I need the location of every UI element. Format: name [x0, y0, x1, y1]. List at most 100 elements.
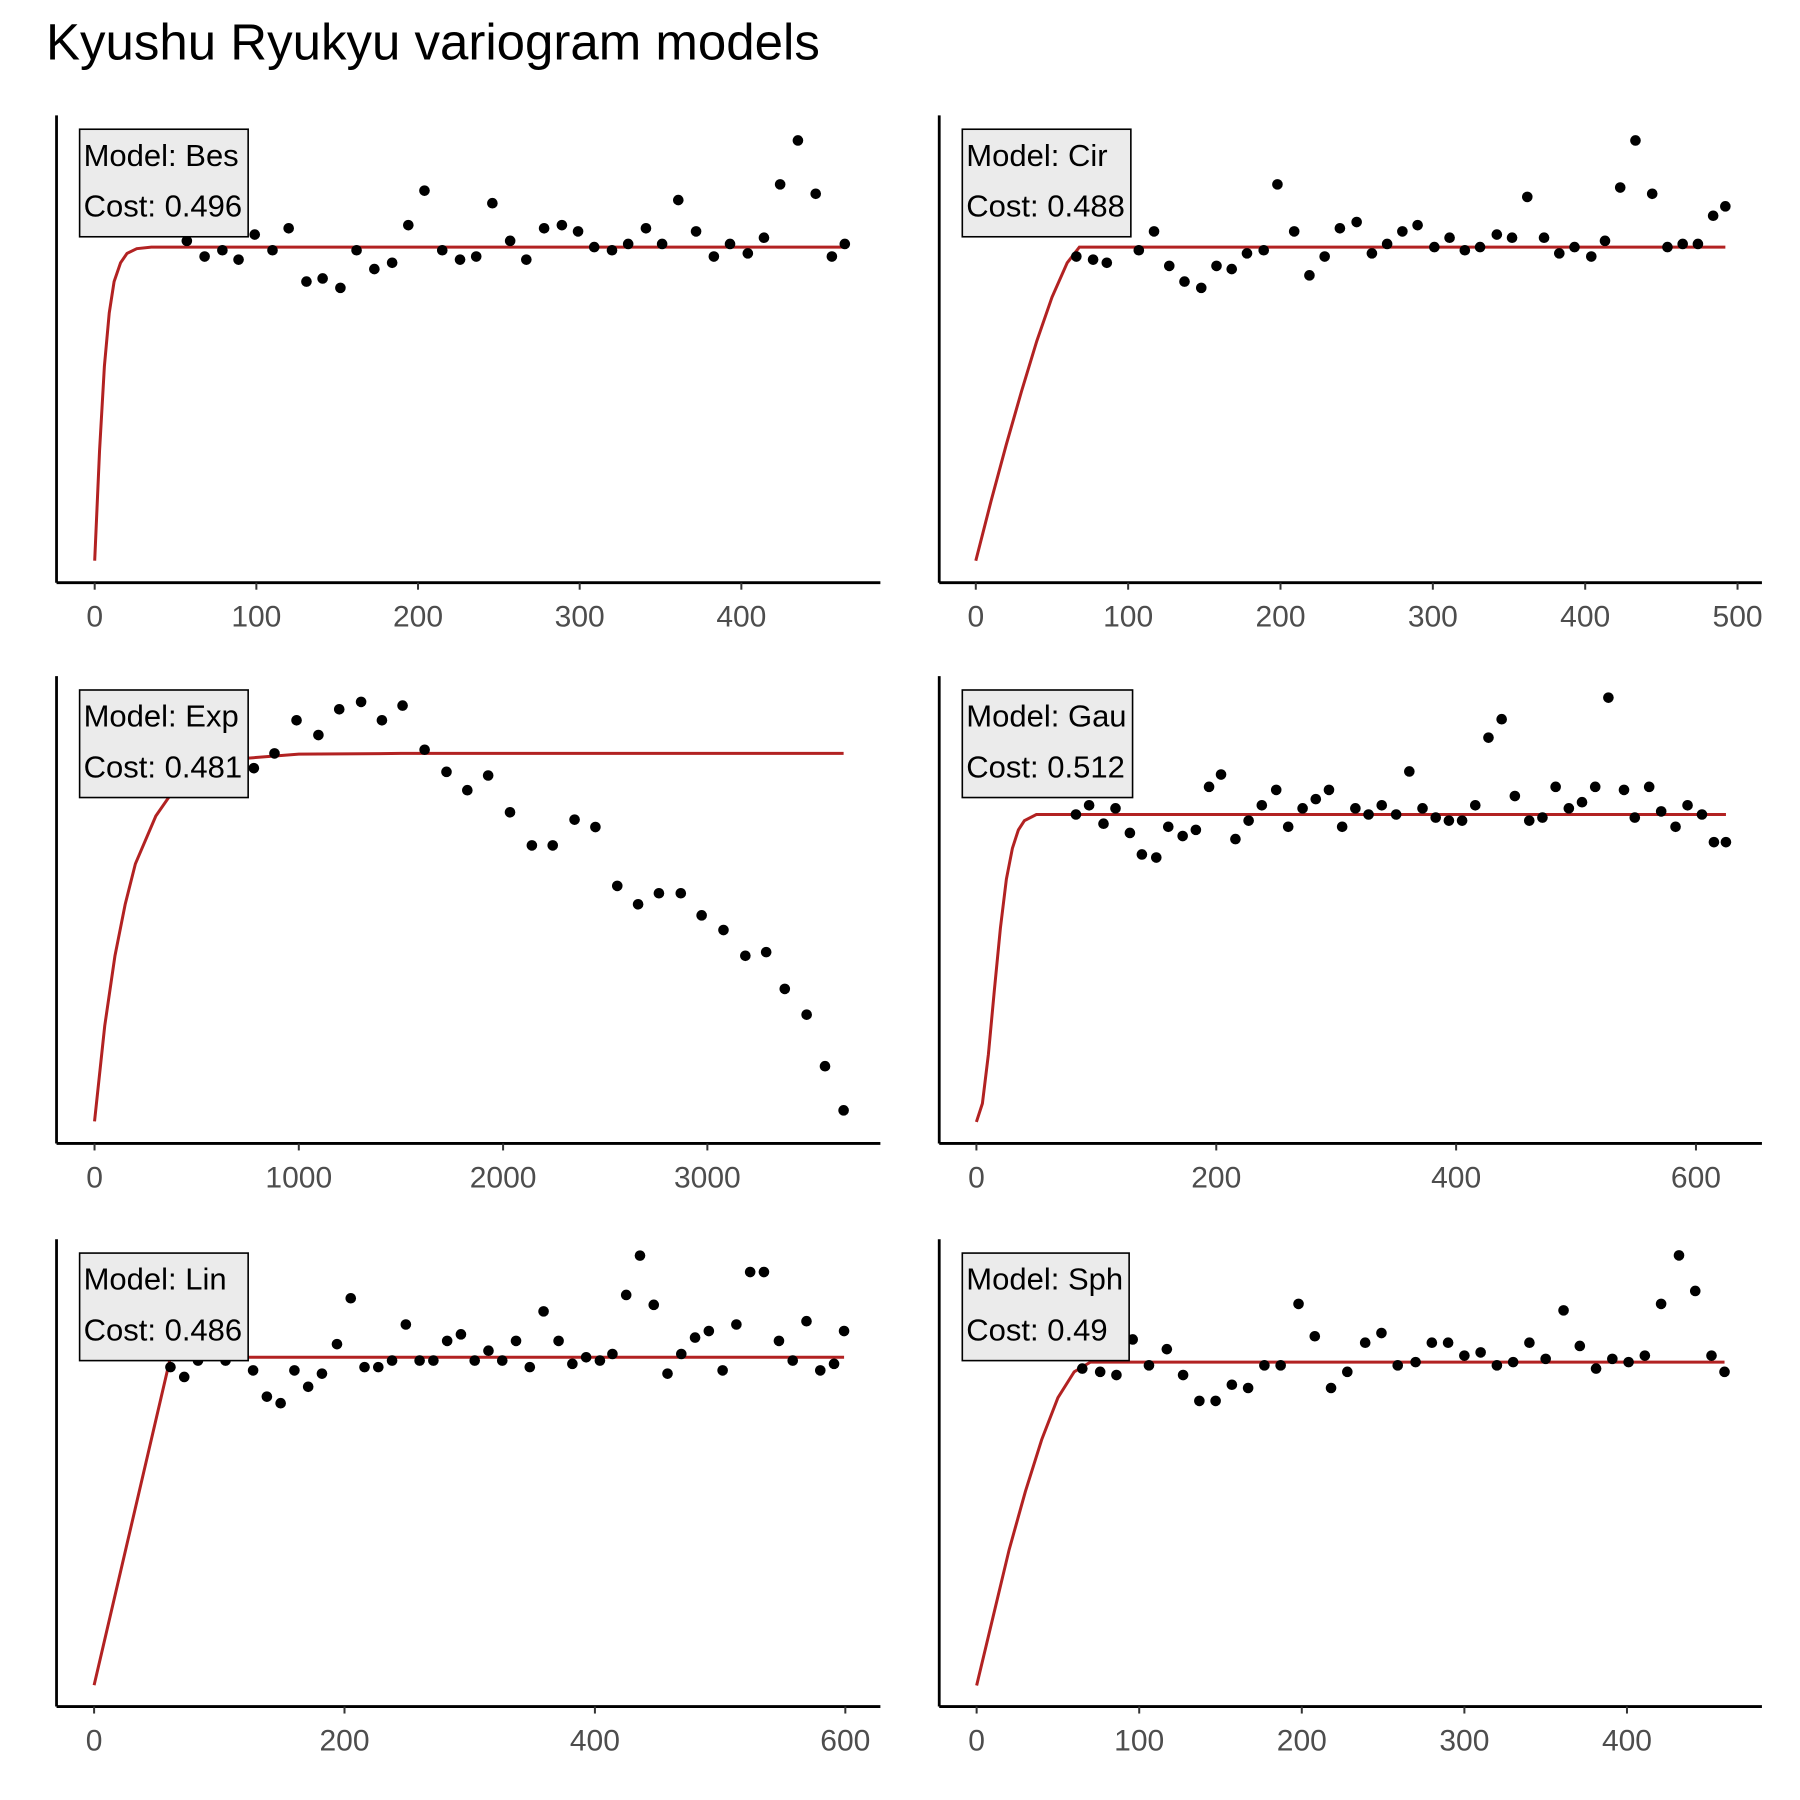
data-point: [397, 700, 408, 711]
annotation-box: [78, 128, 249, 238]
data-point: [1662, 241, 1673, 253]
data-point: [504, 806, 516, 818]
data-point: [717, 1365, 728, 1376]
annotation-box: [78, 689, 249, 799]
data-point: [718, 924, 729, 936]
data-point: [569, 814, 580, 825]
data-point: [313, 729, 324, 741]
x-tick-label: 0: [967, 601, 984, 634]
data-point: [1607, 1353, 1618, 1365]
annotation-text: Model: Cir: [966, 138, 1107, 173]
x-tick-label: 400: [570, 1724, 620, 1757]
data-point: [1540, 1353, 1551, 1365]
data-point: [1270, 784, 1282, 796]
data-point: [275, 1397, 286, 1409]
data-point: [538, 1306, 549, 1317]
data-point: [1474, 241, 1486, 253]
data-point: [1706, 1350, 1717, 1361]
data-point: [1459, 244, 1471, 256]
annotation-box: [961, 1252, 1130, 1362]
data-point: [333, 703, 345, 715]
data-point: [233, 254, 244, 265]
data-point: [1655, 1298, 1667, 1310]
data-point: [838, 1325, 850, 1337]
data-point: [1430, 812, 1442, 823]
data-point: [487, 197, 498, 209]
data-point: [839, 238, 851, 250]
data-point: [676, 1348, 687, 1360]
data-point: [289, 1365, 300, 1376]
data-point: [760, 946, 772, 958]
data-point: [351, 244, 362, 256]
data-point: [556, 219, 568, 231]
data-point: [269, 748, 280, 759]
data-point: [758, 232, 770, 244]
data-point: [1258, 244, 1270, 256]
panel: 0 100 200 300 400 Model: Bes Cost: 0.496: [55, 115, 881, 634]
data-point: [801, 1009, 812, 1020]
data-point: [355, 696, 367, 708]
x-tick-label: 300: [1439, 1724, 1489, 1757]
panel: 0 1000 2000 3000 Model: Exp Cost: 0.481: [55, 676, 881, 1194]
data-point: [247, 1365, 259, 1376]
data-point: [335, 282, 346, 294]
x-tick-label: 0: [968, 1724, 985, 1757]
data-point: [482, 770, 494, 781]
data-point: [1417, 803, 1428, 814]
data-point: [181, 235, 193, 247]
data-point: [1293, 1298, 1304, 1310]
data-point: [634, 1250, 646, 1261]
data-point: [496, 1355, 508, 1366]
data-point: [594, 1355, 606, 1366]
data-point: [653, 887, 665, 899]
data-point: [580, 1351, 592, 1363]
data-point: [1538, 232, 1550, 244]
data-point: [1098, 818, 1109, 830]
data-point: [386, 257, 398, 269]
data-point: [1483, 732, 1494, 743]
data-point: [779, 983, 791, 995]
data-point: [1162, 821, 1174, 833]
data-point: [1429, 241, 1440, 253]
data-point: [1230, 833, 1241, 845]
data-point: [1639, 1350, 1651, 1361]
x-tick-label: 0: [86, 1161, 103, 1194]
data-point: [1211, 260, 1222, 272]
data-point: [1342, 1366, 1353, 1378]
x-tick-label: 600: [820, 1724, 870, 1757]
data-point: [1215, 769, 1227, 780]
data-point: [675, 887, 687, 899]
x-tick-label: 300: [1408, 601, 1458, 634]
data-point: [801, 1315, 812, 1327]
data-point: [1569, 241, 1580, 253]
data-point: [607, 1348, 618, 1360]
data-point: [567, 1358, 578, 1370]
panel: 0 100 200 300 400 Model: Sph Cost: 0.49: [937, 1239, 1762, 1757]
data-point: [1677, 238, 1689, 250]
data-point: [1646, 188, 1658, 200]
data-point: [345, 1292, 357, 1304]
data-point: [317, 273, 328, 284]
annotation-text: Model: Exp: [84, 699, 239, 734]
data-point: [524, 1361, 536, 1373]
data-point: [1101, 257, 1113, 269]
annotation-text: Cost: 0.49: [966, 1312, 1107, 1347]
data-point: [773, 1335, 785, 1347]
data-point: [1524, 1337, 1535, 1349]
data-point: [774, 179, 786, 190]
data-point: [1297, 803, 1308, 814]
data-point: [1070, 809, 1082, 820]
data-point: [1190, 824, 1202, 836]
x-tick-label: 400: [1602, 1724, 1652, 1757]
panel: 0 200 400 600 Model: Gau Cost: 0.512: [937, 676, 1762, 1194]
data-point: [590, 821, 601, 833]
data-point: [708, 251, 720, 262]
data-point: [1304, 270, 1315, 281]
data-point: [1507, 1356, 1519, 1368]
data-point: [744, 1266, 756, 1278]
data-point: [1444, 232, 1455, 244]
data-point: [731, 1319, 742, 1330]
data-point: [1163, 260, 1175, 272]
data-point: [441, 766, 452, 778]
